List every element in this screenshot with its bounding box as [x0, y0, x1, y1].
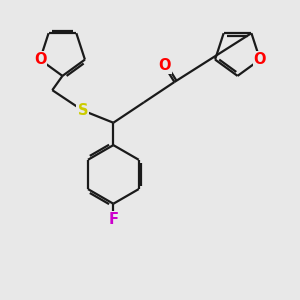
- Text: O: O: [254, 52, 266, 67]
- Text: O: O: [34, 52, 46, 67]
- Text: F: F: [108, 212, 118, 227]
- Text: S: S: [78, 103, 88, 118]
- Text: O: O: [158, 58, 170, 73]
